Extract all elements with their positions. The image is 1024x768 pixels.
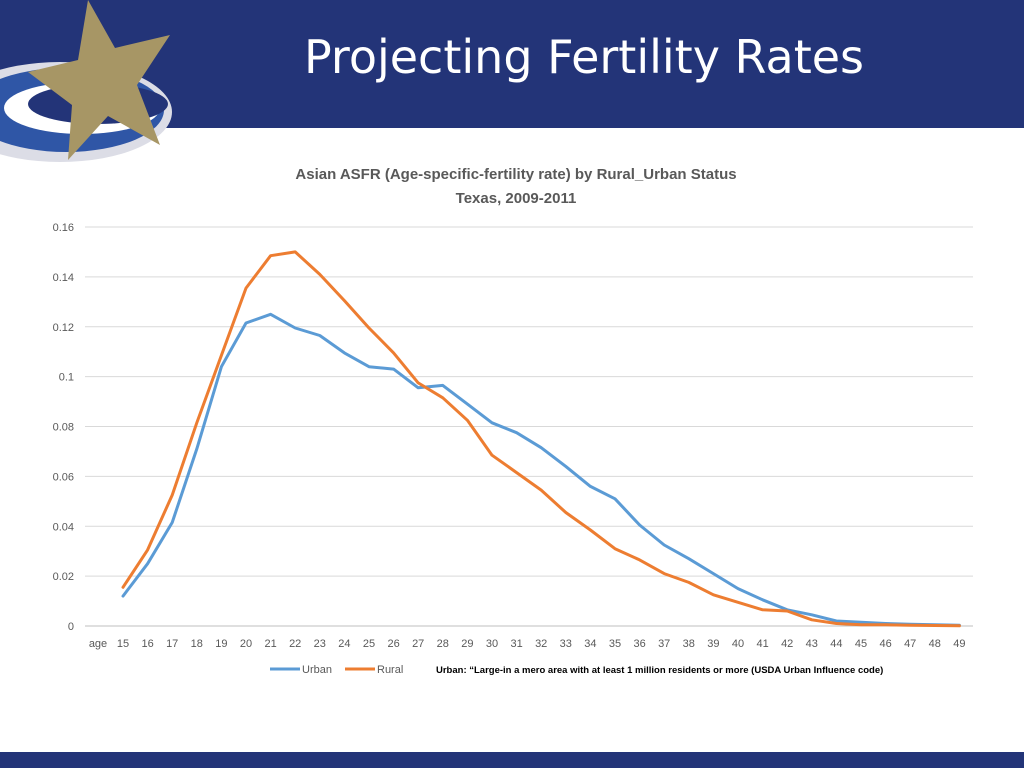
y-tick-label: 0.12 [53,322,74,334]
x-tick-label: 18 [191,638,203,650]
x-tick-label: 43 [806,638,818,650]
x-tick-label: 37 [658,638,670,650]
x-tick-label: 44 [830,638,842,650]
x-tick-label: 34 [584,638,596,650]
urban-definition-note: Urban: “Large-in a mero area with at lea… [436,665,883,676]
y-tick-label: 0.02 [53,571,74,583]
x-tick-label: 23 [314,638,326,650]
x-tick-label: 48 [929,638,941,650]
footer-bar [0,752,1024,768]
x-tick-label: 49 [953,638,965,650]
x-tick-label: 17 [166,638,178,650]
x-tick-label: 47 [904,638,916,650]
x-tick-label: 38 [683,638,695,650]
x-tick-label: 24 [338,638,350,650]
x-tick-label: 46 [879,638,891,650]
chart-title: Asian ASFR (Age-specific-fertility rate)… [295,166,736,183]
series-line-rural [121,250,961,628]
x-tick-label: 29 [461,638,473,650]
y-tick-label: 0.06 [53,471,74,483]
y-tick-label: 0.16 [53,222,74,234]
y-tick-label: 0.1 [59,372,74,384]
x-tick-label: 20 [240,638,252,650]
x-tick-label: 39 [707,638,719,650]
series-line-urban [121,312,961,627]
x-tick-label: 21 [264,638,276,650]
x-tick-label: 41 [756,638,768,650]
x-tick-label: 22 [289,638,301,650]
x-tick-label: 25 [363,638,375,650]
x-tick-label: 15 [117,638,129,650]
x-tick-label: 30 [486,638,498,650]
logo [0,0,172,162]
x-tick-label: 19 [215,638,227,650]
x-axis-label: age [89,638,107,650]
y-tick-label: 0.14 [53,272,74,284]
x-tick-label: 45 [855,638,867,650]
slide-title: Projecting Fertility Rates [304,30,864,84]
legend-label-rural: Rural [377,664,403,676]
legend: Urban Rural [270,664,403,676]
x-tick-label: 33 [560,638,572,650]
x-tick-label: 42 [781,638,793,650]
y-tick-label: 0 [68,621,74,633]
x-tick-label: 26 [387,638,399,650]
x-tick-label: 31 [510,638,522,650]
y-tick-label: 0.04 [53,521,74,533]
x-tick-label: 16 [141,638,153,650]
legend-label-urban: Urban [302,664,332,676]
y-axis-ticks: 0 0.02 0.04 0.06 0.08 0.1 0.12 0.14 0.16 [53,222,74,633]
x-tick-label: 32 [535,638,547,650]
x-tick-label: 40 [732,638,744,650]
y-tick-label: 0.08 [53,422,74,434]
x-tick-label: 28 [437,638,449,650]
x-tick-label: 36 [633,638,645,650]
series-lines [121,250,961,628]
grid-lines [85,226,973,627]
x-axis-ticks: 15 16 17 18 19 20 21 22 23 24 25 26 27 28 29 30 31 32 33 34… [117,638,966,650]
x-tick-label: 27 [412,638,424,650]
chart-subtitle: Texas, 2009-2011 [456,190,577,207]
x-tick-label: 35 [609,638,621,650]
star-icon [28,0,170,160]
